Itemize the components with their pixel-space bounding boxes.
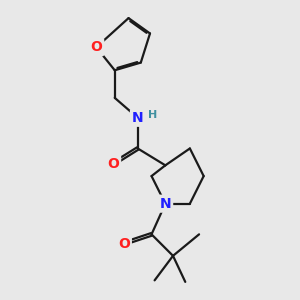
Text: O: O bbox=[118, 236, 130, 250]
Text: H: H bbox=[148, 110, 158, 120]
Text: N: N bbox=[160, 197, 171, 211]
Text: O: O bbox=[90, 40, 102, 54]
Text: N: N bbox=[132, 111, 143, 125]
Text: O: O bbox=[107, 157, 119, 171]
